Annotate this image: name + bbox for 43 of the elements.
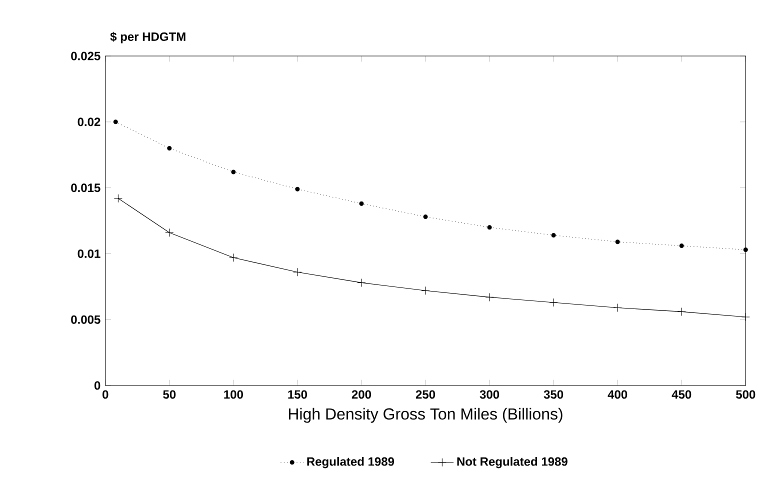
legend-label: Regulated 1989 bbox=[307, 456, 394, 468]
x-tick-label: 0 bbox=[102, 390, 108, 399]
x-tick-label: 400 bbox=[608, 390, 628, 399]
x-tick-label: 350 bbox=[544, 390, 564, 399]
point bbox=[485, 292, 494, 302]
y-tick-label: 0.01 bbox=[78, 249, 100, 258]
point bbox=[743, 247, 748, 252]
point bbox=[357, 278, 366, 287]
point bbox=[423, 214, 428, 219]
point bbox=[613, 303, 622, 312]
y-tick-label: 0.005 bbox=[71, 315, 100, 324]
point bbox=[741, 312, 750, 322]
point bbox=[113, 120, 118, 124]
x-tick-label: 300 bbox=[480, 390, 500, 399]
point bbox=[359, 201, 364, 206]
x-tick-label: 500 bbox=[736, 390, 756, 399]
x-tick-label: 150 bbox=[288, 390, 307, 399]
x-tick-label: 50 bbox=[163, 390, 176, 399]
legend-label: Not Regulated 1989 bbox=[457, 456, 568, 468]
y-tick-label: 0.025 bbox=[71, 52, 100, 60]
x-tick-label: 100 bbox=[224, 390, 243, 399]
x-tick-label: 200 bbox=[352, 390, 372, 399]
point bbox=[295, 186, 300, 192]
point bbox=[551, 232, 556, 238]
point bbox=[231, 170, 236, 174]
x-tick-label: 450 bbox=[672, 390, 692, 399]
point bbox=[293, 268, 302, 276]
point bbox=[229, 253, 238, 262]
point bbox=[549, 298, 558, 307]
point bbox=[114, 194, 122, 203]
x-tick-label: 250 bbox=[416, 390, 436, 399]
x-axis-title: High Density Gross Ton Miles (Billions) bbox=[288, 408, 562, 423]
y-axis-title: $ per HDGTM bbox=[110, 32, 186, 44]
y-tick-label: 0 bbox=[94, 381, 100, 390]
point bbox=[421, 286, 430, 295]
y-tick-label: 0.015 bbox=[71, 183, 100, 192]
point bbox=[167, 146, 172, 150]
point bbox=[487, 224, 492, 230]
y-tick-label: 0.02 bbox=[78, 118, 100, 126]
point bbox=[679, 243, 684, 248]
point bbox=[165, 228, 174, 237]
point bbox=[677, 307, 686, 316]
point bbox=[615, 239, 620, 244]
